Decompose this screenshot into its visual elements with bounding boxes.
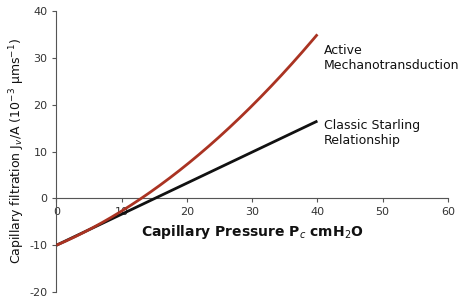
Text: Active
Mechanotransduction: Active Mechanotransduction xyxy=(324,44,459,72)
X-axis label: Capillary Pressure P$_c$ cmH$_2$O: Capillary Pressure P$_c$ cmH$_2$O xyxy=(141,223,364,241)
Text: Classic Starling
Relationship: Classic Starling Relationship xyxy=(324,119,420,147)
Y-axis label: Capillary filtration J$_v$/A (10$^{-3}$ μms$^{-1}$): Capillary filtration J$_v$/A (10$^{-3}$ … xyxy=(7,38,27,264)
